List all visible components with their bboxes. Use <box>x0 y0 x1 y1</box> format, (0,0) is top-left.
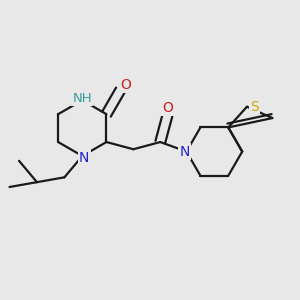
Text: N: N <box>79 151 89 165</box>
Text: NH: NH <box>73 92 92 105</box>
Text: N: N <box>179 145 190 159</box>
Text: O: O <box>162 101 173 115</box>
Text: O: O <box>120 78 131 92</box>
Text: S: S <box>250 100 259 114</box>
